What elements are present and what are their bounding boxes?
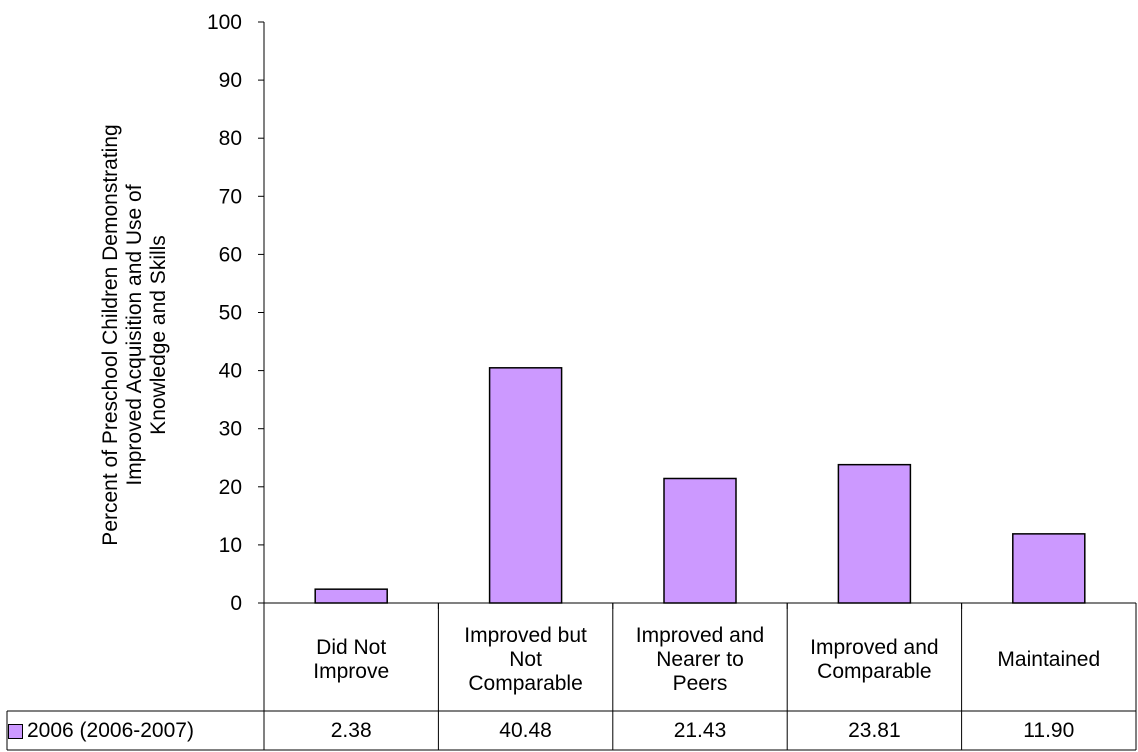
x-tick-label-line: Improved but — [464, 624, 587, 647]
x-tick-label-line: Improved and — [635, 624, 765, 647]
y-tick-label: 100 — [207, 11, 242, 34]
x-tick-label-line: Improve — [313, 660, 390, 683]
bar — [837, 463, 912, 604]
bar — [1012, 533, 1086, 604]
data-label: 23.81 — [848, 719, 901, 742]
y-tick-label: 50 — [219, 302, 242, 325]
y-tick-label: 80 — [219, 127, 242, 150]
x-tick-label-line: Comparable — [817, 660, 932, 683]
bar — [663, 477, 737, 604]
x-tick-label-line: Peers — [672, 672, 728, 695]
bars — [314, 367, 1086, 604]
legend-swatch — [8, 723, 23, 739]
y-axis-label-line: Percent of Preschool Children Demonstrat… — [99, 124, 122, 546]
y-tick-label: 60 — [219, 243, 242, 266]
bar — [314, 588, 388, 604]
y-tick-label: 90 — [219, 69, 242, 92]
y-tick-label: 0 — [230, 592, 242, 615]
y-tick-label: 20 — [219, 476, 242, 499]
data-label: 2.38 — [330, 719, 372, 742]
data-table-grid — [6, 603, 1137, 751]
data-label: 11.90 — [1023, 719, 1075, 742]
y-tick-label: 70 — [219, 185, 242, 208]
x-tick-label: Improved and Nearer to Peers — [613, 609, 787, 711]
y-axis-label: Percent of Preschool Children Demonstrat… — [99, 75, 171, 595]
y-axis-label-line: Improved Acquisition and Use of — [123, 184, 146, 486]
y-tick-label: 40 — [219, 360, 242, 383]
x-tick-label: Improved and Comparable — [787, 609, 961, 711]
y-tick-label: 10 — [219, 534, 242, 557]
x-tick-label-line: Not — [509, 648, 542, 671]
x-tick-label-line: Did Not — [316, 636, 387, 659]
y-tick-label: 30 — [219, 418, 242, 441]
bar — [488, 367, 563, 604]
x-tick-label-line: Nearer to — [656, 648, 744, 671]
x-tick-label-line: Comparable — [468, 672, 583, 695]
axes: 0 10 20 30 40 50 60 70 80 90 100 — [207, 11, 1136, 615]
y-axis-label-line: Knowledge and Skills — [147, 235, 170, 435]
x-tick-label-line: Maintained — [997, 648, 1101, 671]
legend-label: 2006 (2006-2007) — [27, 719, 194, 742]
x-tick-label: Maintained — [962, 609, 1136, 711]
legend-entry: 2006 (2006-2007) — [8, 712, 263, 750]
data-label: 21.43 — [673, 719, 727, 742]
x-tick-label-line: Improved and — [810, 636, 939, 659]
x-tick-label: Did Not Improve — [264, 609, 438, 711]
data-label: 40.48 — [499, 719, 552, 742]
x-tick-label: Improved but Not Comparable — [438, 609, 612, 711]
